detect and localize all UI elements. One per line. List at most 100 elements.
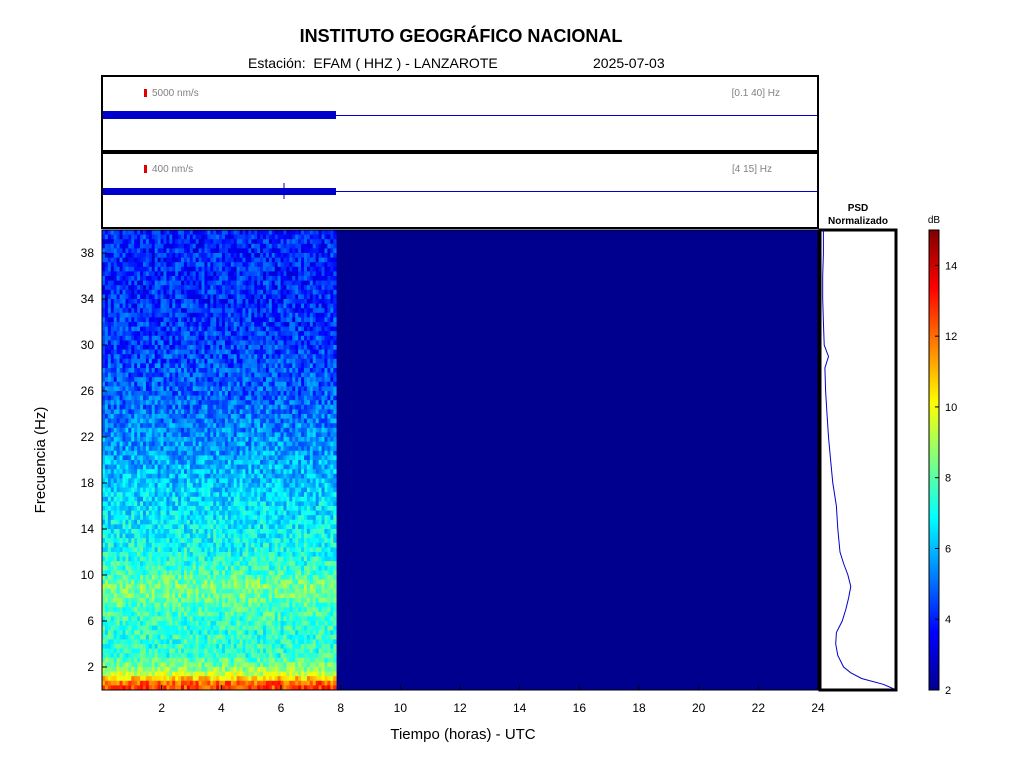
spectrogram-cell bbox=[295, 340, 299, 346]
spectrogram-cell bbox=[280, 427, 284, 433]
spectrogram-cell bbox=[169, 326, 173, 332]
spectrogram-cell bbox=[122, 322, 126, 327]
spectrogram-cell bbox=[110, 437, 115, 442]
spectrogram-cell bbox=[242, 335, 246, 341]
spectrogram-cell bbox=[239, 349, 243, 355]
spectrogram-cell bbox=[128, 266, 132, 272]
spectrogram-cell bbox=[102, 496, 106, 502]
spectrogram-cell bbox=[236, 437, 240, 442]
spectrogram-cell bbox=[113, 418, 118, 424]
spectrogram-cell bbox=[125, 276, 129, 281]
spectrogram-cell bbox=[277, 230, 281, 235]
spectrogram-cell bbox=[116, 395, 120, 401]
spectrogram-cell bbox=[169, 432, 173, 438]
spectrogram-cell bbox=[195, 372, 200, 378]
spectrogram-cell bbox=[292, 496, 296, 502]
spectrogram-cell bbox=[268, 317, 273, 323]
spectrogram-cell bbox=[107, 404, 112, 410]
spectrogram-cell bbox=[181, 427, 185, 433]
spectrogram-cell bbox=[183, 303, 188, 309]
spectrogram-cell bbox=[102, 427, 106, 433]
spectrogram-cell bbox=[248, 501, 252, 507]
spectrogram-cell bbox=[186, 239, 191, 245]
spectrogram-cell bbox=[251, 239, 255, 245]
spectrogram-cell bbox=[309, 377, 314, 383]
spectrogram-cell bbox=[216, 455, 220, 461]
spectrogram-cell bbox=[145, 418, 150, 424]
spectrogram-cell bbox=[122, 239, 126, 245]
spectrogram-cell bbox=[181, 446, 185, 452]
spectrogram-cell bbox=[224, 437, 229, 442]
spectrogram-cell bbox=[128, 331, 132, 337]
spectrogram-cell bbox=[312, 446, 317, 452]
spectrogram-cell bbox=[183, 506, 188, 511]
spectrogram-cell bbox=[122, 437, 126, 442]
spectrogram-cell bbox=[207, 266, 211, 272]
spectrogram-cell bbox=[248, 423, 252, 429]
spectrogram-cell bbox=[268, 492, 273, 498]
spectrogram-cell bbox=[295, 423, 299, 429]
spectrogram-cell bbox=[134, 492, 138, 498]
spectrogram-cell bbox=[254, 280, 258, 286]
spectrogram-cell bbox=[301, 423, 305, 429]
spectrogram-cell bbox=[195, 492, 200, 498]
spectrogram-cell bbox=[268, 266, 273, 272]
spectrogram-cell bbox=[222, 326, 226, 332]
spectrogram-cell bbox=[277, 469, 281, 475]
spectrogram-cell bbox=[166, 446, 170, 452]
spectrogram-cell bbox=[254, 460, 258, 465]
spectrogram-cell bbox=[324, 243, 328, 249]
spectrogram-cell bbox=[145, 386, 150, 392]
spectrogram-cell bbox=[260, 257, 264, 263]
spectrogram-cell bbox=[289, 381, 293, 387]
spectrogram-cell bbox=[128, 271, 132, 277]
spectrogram-cell bbox=[183, 262, 188, 268]
spectrogram-cell bbox=[309, 400, 314, 406]
spectrogram-cell bbox=[210, 262, 214, 268]
spectrogram-cell bbox=[122, 473, 126, 479]
spectrogram-cell bbox=[134, 294, 138, 300]
spectrogram-cell bbox=[145, 299, 150, 304]
spectrogram-cell bbox=[154, 234, 159, 240]
spectrogram-cell bbox=[271, 368, 276, 373]
spectrogram-cell bbox=[166, 496, 170, 502]
spectrogram-cell bbox=[257, 322, 261, 327]
spectrogram-cell bbox=[157, 487, 161, 493]
spectrogram-cell bbox=[107, 377, 112, 383]
spectrogram-cell bbox=[295, 427, 299, 433]
spectrogram-cell bbox=[175, 354, 179, 360]
spectrogram-cell bbox=[330, 335, 334, 341]
spectrogram-cell bbox=[148, 437, 153, 442]
spectrogram-cell bbox=[280, 303, 284, 309]
spectrogram-cell bbox=[104, 450, 109, 456]
spectrogram-cell bbox=[318, 414, 322, 419]
spectrogram-cell bbox=[260, 386, 264, 392]
spectrogram-cell bbox=[292, 358, 296, 364]
spectrogram-cell bbox=[181, 460, 185, 465]
spectrogram-cell bbox=[248, 381, 252, 387]
spectrogram-cell bbox=[154, 473, 159, 479]
spectrogram-cell bbox=[301, 276, 305, 281]
spectrogram-cell bbox=[280, 257, 284, 263]
spectrogram-cell bbox=[245, 308, 249, 314]
spectrogram-cell bbox=[128, 239, 132, 245]
spectrogram-cell bbox=[263, 239, 267, 245]
spectrogram-cell bbox=[222, 266, 226, 272]
spectrogram-cell bbox=[298, 381, 302, 387]
spectrogram-cell bbox=[280, 391, 284, 396]
spectrogram-cell bbox=[280, 418, 284, 424]
spectrogram-cell bbox=[219, 460, 223, 465]
spectrogram-cell bbox=[166, 303, 170, 309]
spectrogram-cell bbox=[315, 239, 320, 245]
spectrogram-cell bbox=[142, 280, 147, 286]
spectrogram-cell bbox=[172, 455, 176, 461]
spectrogram-cell bbox=[116, 478, 120, 484]
spectrogram-cell bbox=[224, 340, 229, 346]
spectrogram-cell bbox=[137, 496, 141, 502]
spectrogram-cell bbox=[254, 464, 258, 470]
spectrogram-cell bbox=[163, 506, 167, 511]
spectrogram-cell bbox=[195, 386, 200, 392]
spectrogram-cell bbox=[227, 455, 232, 461]
spectrogram-cell bbox=[303, 492, 308, 498]
spectrogram-cell bbox=[213, 432, 217, 438]
